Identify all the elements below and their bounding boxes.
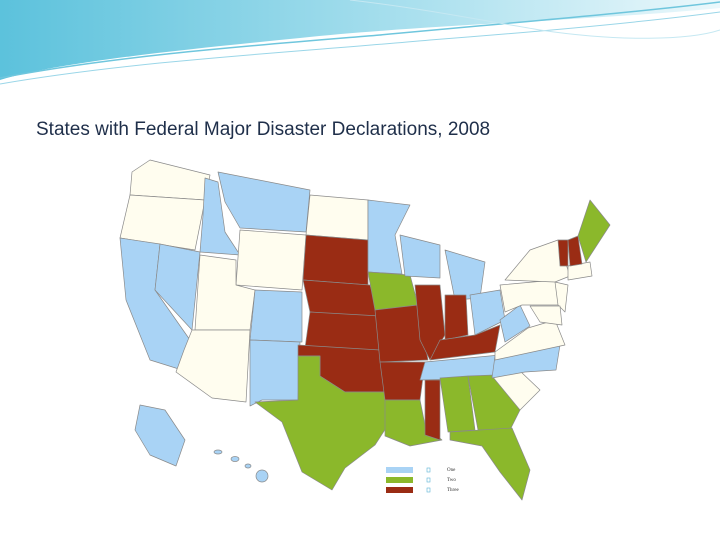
state <box>449 427 531 501</box>
legend: One Two Three <box>386 467 459 493</box>
state <box>424 379 441 441</box>
state <box>175 329 251 403</box>
state <box>554 281 569 313</box>
state <box>230 456 240 462</box>
state <box>302 234 369 286</box>
state <box>467 374 521 431</box>
state <box>119 194 206 251</box>
legend-swatch <box>386 477 413 483</box>
us-map <box>119 159 611 501</box>
legend-marker <box>426 477 431 483</box>
legend-label: Two <box>447 478 456 483</box>
state <box>577 199 611 263</box>
state <box>217 171 311 233</box>
slide-title: States with Federal Major Disaster Decla… <box>36 119 491 140</box>
state <box>254 355 389 491</box>
legend-label: One <box>447 468 456 473</box>
state <box>399 234 441 279</box>
legend-swatch <box>386 467 413 473</box>
legend-marker <box>426 467 431 473</box>
legend-swatch <box>386 487 413 493</box>
state <box>439 375 476 433</box>
state <box>244 463 252 469</box>
state <box>305 194 369 241</box>
state <box>235 229 307 291</box>
state <box>129 159 211 201</box>
state <box>367 271 419 311</box>
state <box>567 261 593 281</box>
state <box>249 289 303 343</box>
state <box>134 404 186 467</box>
state <box>494 319 566 361</box>
state <box>367 199 411 275</box>
legend-marker <box>426 487 431 493</box>
legend-label: Three <box>447 488 459 493</box>
state <box>557 239 569 267</box>
state <box>213 449 223 455</box>
state <box>429 324 501 361</box>
state <box>374 304 429 363</box>
state <box>379 361 426 401</box>
state <box>567 235 583 267</box>
state <box>529 305 563 326</box>
state <box>444 249 486 301</box>
state <box>444 294 469 341</box>
state <box>499 304 531 343</box>
header-decoration <box>0 0 720 85</box>
state <box>255 469 269 483</box>
state <box>249 339 301 407</box>
